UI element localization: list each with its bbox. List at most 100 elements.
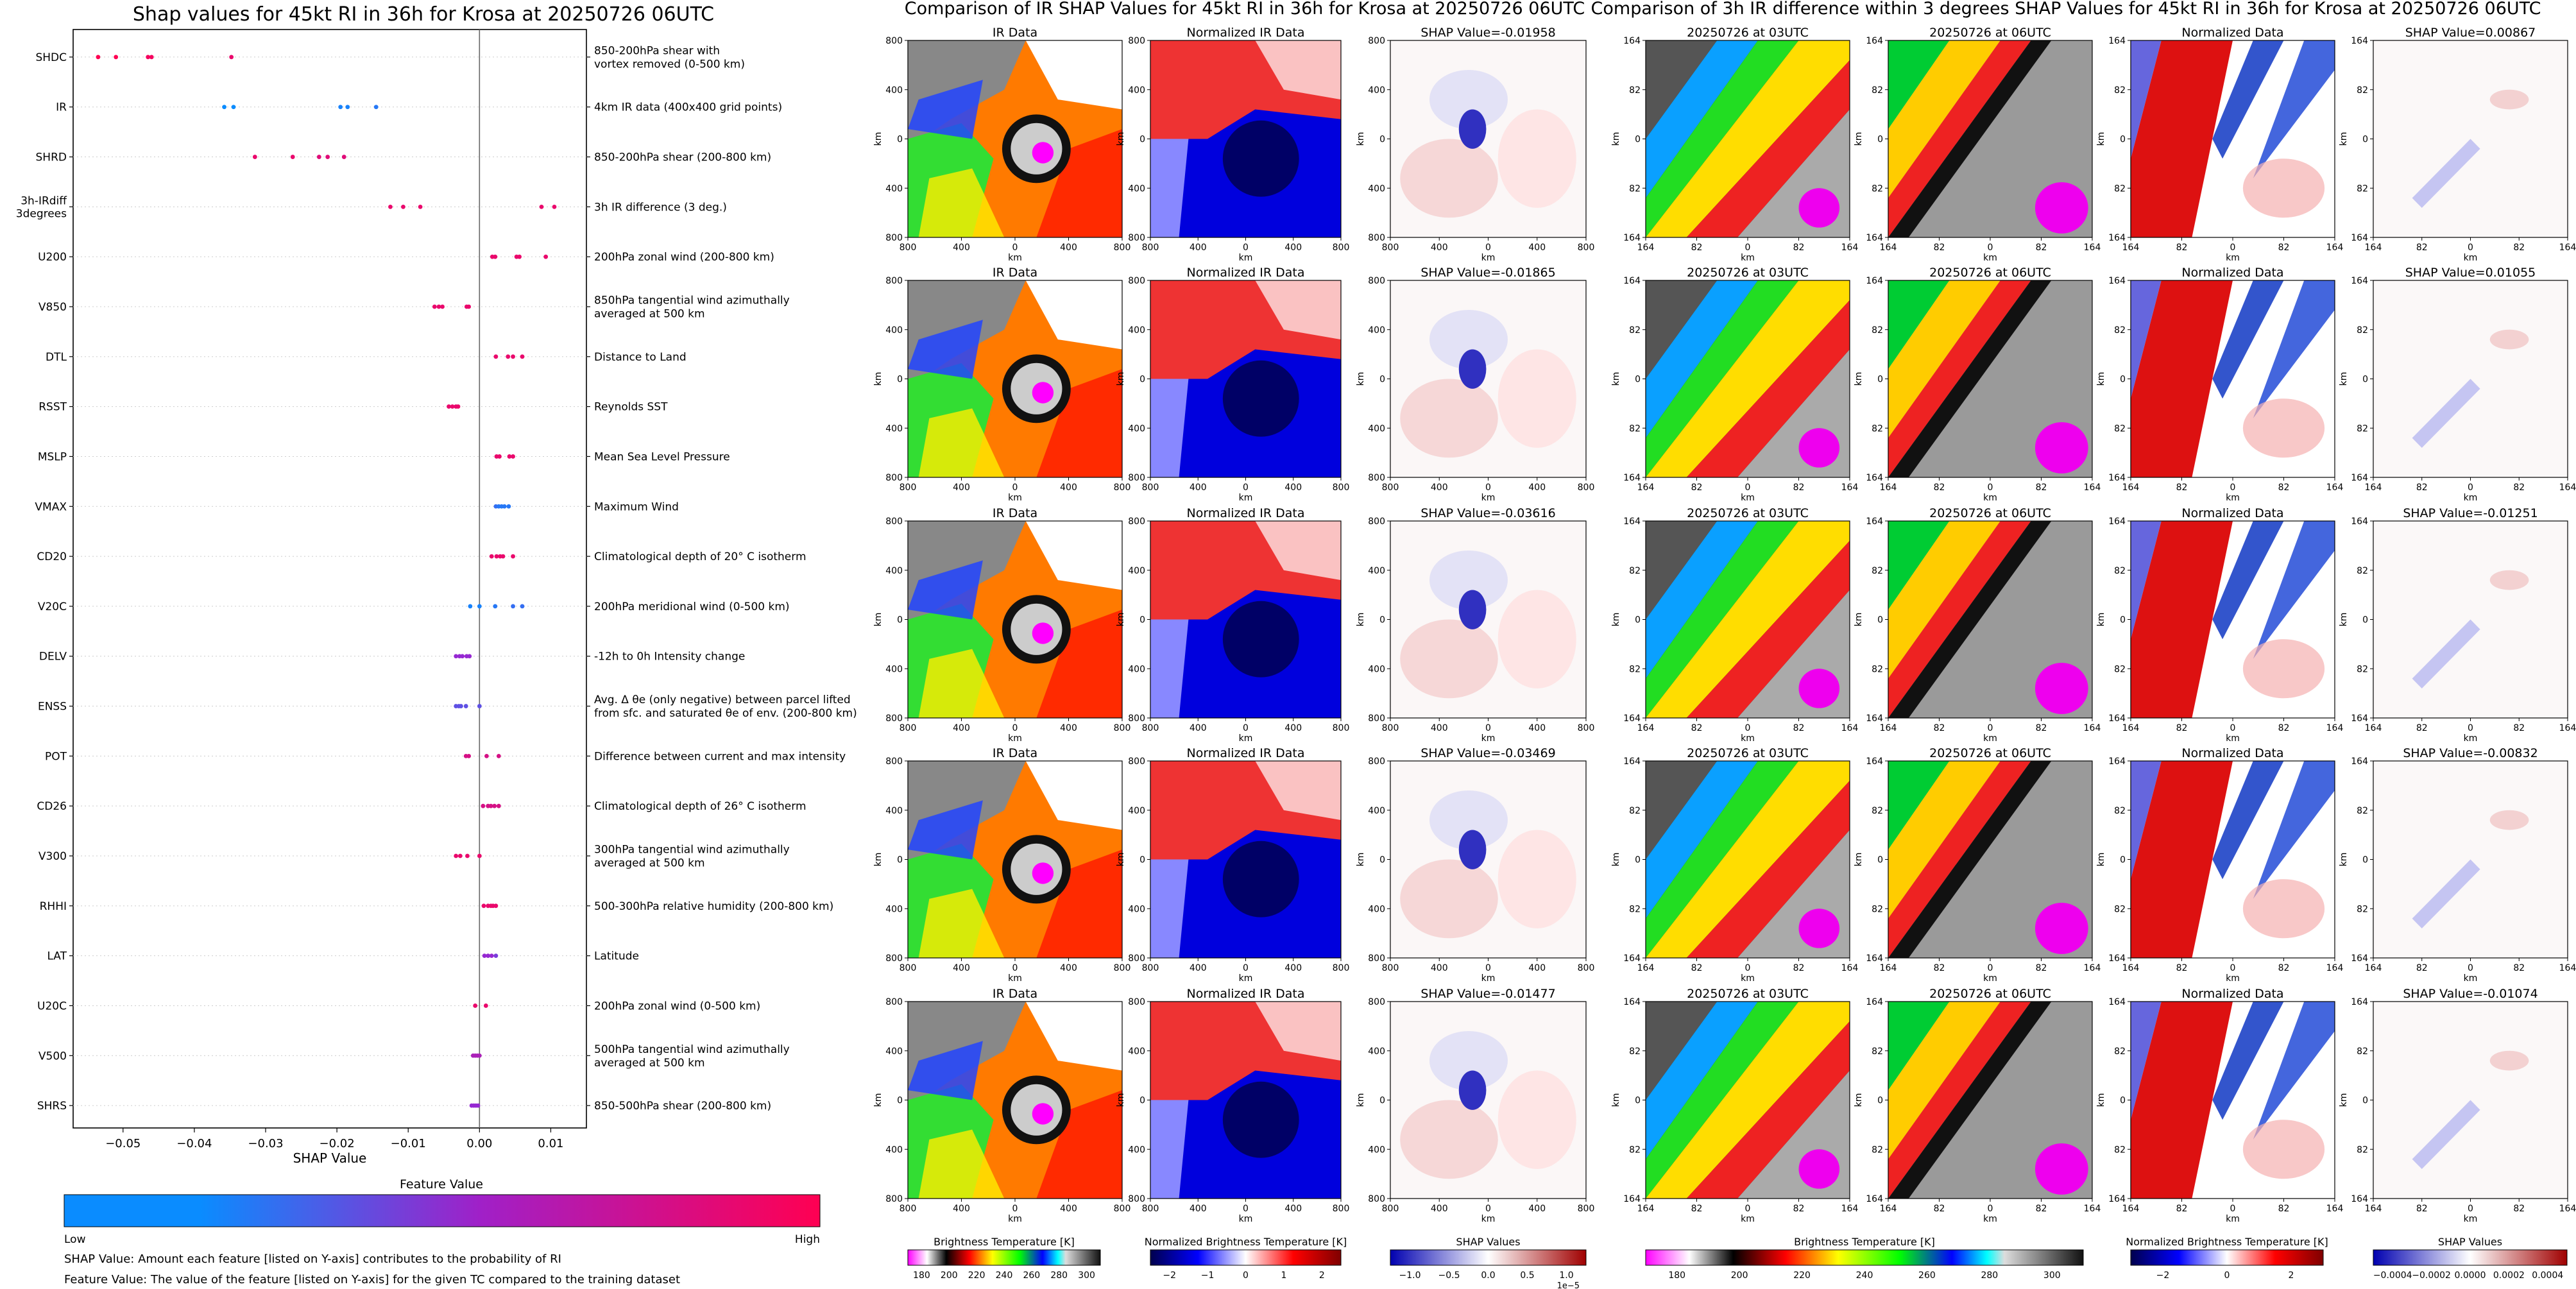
diff-subplot-title: 20250726 at 03UTC: [1687, 26, 1809, 40]
y-tick-label: 400: [885, 184, 903, 194]
y-tick-label: 82: [2357, 904, 2368, 914]
ir-colorbar-tick: −0.5: [1438, 1270, 1460, 1281]
x-tick-label: 800: [900, 243, 917, 253]
y-tick-label: 82: [2357, 1046, 2368, 1057]
diff-colorbar-tick: 240: [1856, 1270, 1873, 1281]
x-tick-label: 164: [2084, 1204, 2101, 1214]
ir-subplot-title: Normalized IR Data: [1187, 987, 1305, 1001]
image-dshap: [2373, 40, 2568, 237]
y-tick-label: 82: [2357, 325, 2368, 336]
diff-subplot-title: Normalized Data: [2181, 266, 2283, 280]
y-axis-label: km: [2096, 1093, 2106, 1107]
x-tick-label: 400: [1190, 482, 1207, 493]
y-tick-label: 400: [1128, 566, 1145, 576]
feature-description: 850-200hPa shear with vortex removed (0-5…: [594, 44, 745, 71]
y-axis-label: km: [873, 372, 883, 386]
x-axis-label: km: [1008, 733, 1022, 744]
x-tick-label: 0: [1012, 482, 1018, 493]
shap-point: [149, 55, 154, 60]
shap-point: [488, 803, 493, 808]
ir-colorbar-tick: 280: [1050, 1270, 1068, 1281]
y-tick-label: 0: [1635, 375, 1641, 385]
image-ir: [908, 761, 1122, 958]
shap-point: [401, 204, 405, 209]
x-tick-label: 0: [1745, 723, 1751, 733]
shap-point: [436, 304, 441, 309]
x-tick-label: 0: [2468, 1204, 2473, 1214]
x-axis-label: km: [2226, 1214, 2240, 1224]
x-tick-label: 800: [900, 1204, 917, 1214]
x-tick-label: 0: [1745, 482, 1751, 493]
image-bt: [1646, 40, 1850, 237]
y-tick-label: 164: [1866, 713, 1883, 724]
shap-point: [493, 354, 499, 359]
shap-point: [440, 304, 445, 309]
shap-point: [477, 704, 482, 708]
shap-point: [325, 155, 330, 159]
x-tick-label: −0.01: [391, 1137, 426, 1150]
feature-label: 3h-IRdiff 3degrees: [16, 194, 68, 220]
x-tick-label: −0.04: [176, 1137, 212, 1150]
image-ndiff: [2131, 761, 2335, 958]
y-tick-label: 82: [1629, 184, 1641, 194]
y-tick-label: 0: [1877, 615, 1883, 626]
x-tick-label: 164: [1637, 963, 1655, 973]
y-tick-label: 0: [1877, 1096, 1883, 1106]
x-tick-label: 82: [1934, 482, 1945, 493]
diff-colorbar-tick: 0: [2224, 1270, 2230, 1281]
ir-colorbar-tick: 240: [996, 1270, 1013, 1281]
y-axis-label: km: [1356, 372, 1366, 386]
y-tick-label: 400: [1128, 325, 1145, 336]
diff-colorbar-tick: 0.0002: [2493, 1270, 2525, 1281]
ir-shap-value-title: SHAP Value=-0.01865: [1420, 266, 1555, 280]
x-tick-label: 82: [2036, 1204, 2047, 1214]
diff-shap-value-title: SHAP Value=-0.01074: [2403, 987, 2538, 1001]
ir-image-grid: IR Data 800 400 0 400 800 800 400 0 400 800 km km Nor…: [873, 26, 1594, 1224]
x-tick-label: 82: [2278, 482, 2290, 493]
x-axis-label: km: [1239, 253, 1253, 263]
x-tick-label: 400: [1190, 1204, 1207, 1214]
image-bt2: [1888, 40, 2092, 237]
diff-colorbar-tick: 0.0000: [2455, 1270, 2486, 1281]
x-tick-label: 800: [1333, 723, 1350, 733]
y-tick-label: 800: [1128, 36, 1145, 46]
y-tick-label: 164: [2108, 516, 2126, 527]
y-tick-label: 82: [1629, 423, 1641, 434]
x-tick-label: 800: [900, 963, 917, 973]
shap-point: [511, 454, 515, 459]
feature-description: 200hPa zonal wind (200-800 km): [594, 251, 774, 264]
y-tick-label: 800: [1368, 953, 1385, 964]
diff-panel-title: Comparison of 3h IR difference within 3 …: [1591, 0, 2541, 19]
y-tick-label: 400: [1368, 566, 1385, 576]
x-axis-label: km: [1741, 1214, 1755, 1224]
y-tick-label: 800: [1368, 1194, 1385, 1204]
y-tick-label: 164: [2108, 756, 2126, 767]
y-tick-label: 82: [1872, 904, 1883, 914]
feature-label: POT: [45, 750, 67, 763]
shap-point: [459, 704, 463, 708]
y-tick-label: 0: [1139, 855, 1145, 866]
y-tick-label: 0: [1139, 1096, 1145, 1106]
y-tick-label: 800: [1368, 516, 1385, 527]
x-tick-label: 164: [2559, 1204, 2576, 1214]
y-axis-label: km: [1854, 132, 1864, 146]
shap-point: [316, 155, 321, 159]
y-tick-label: 164: [2108, 276, 2126, 286]
x-axis-label: km: [2464, 493, 2478, 503]
y-tick-label: 0: [897, 135, 903, 145]
diff-subplot-title: Normalized Data: [2181, 746, 2283, 760]
ir-subplot-title: IR Data: [993, 746, 1037, 760]
shap-point: [465, 853, 470, 858]
x-tick-label: 800: [1382, 482, 1399, 493]
shap-point: [477, 853, 482, 858]
y-tick-label: 0: [1877, 135, 1883, 145]
y-tick-label: 164: [2351, 756, 2368, 767]
diff-colorbar-tick: 0.0004: [2532, 1270, 2563, 1281]
x-tick-label: 82: [2513, 482, 2525, 493]
y-tick-label: 164: [1623, 713, 1641, 724]
image-bt: [1646, 761, 1850, 958]
x-tick-label: 164: [1841, 243, 1859, 253]
shap-point: [543, 254, 549, 259]
ir-colorbar: [907, 1249, 1101, 1266]
shap-point: [454, 853, 459, 858]
